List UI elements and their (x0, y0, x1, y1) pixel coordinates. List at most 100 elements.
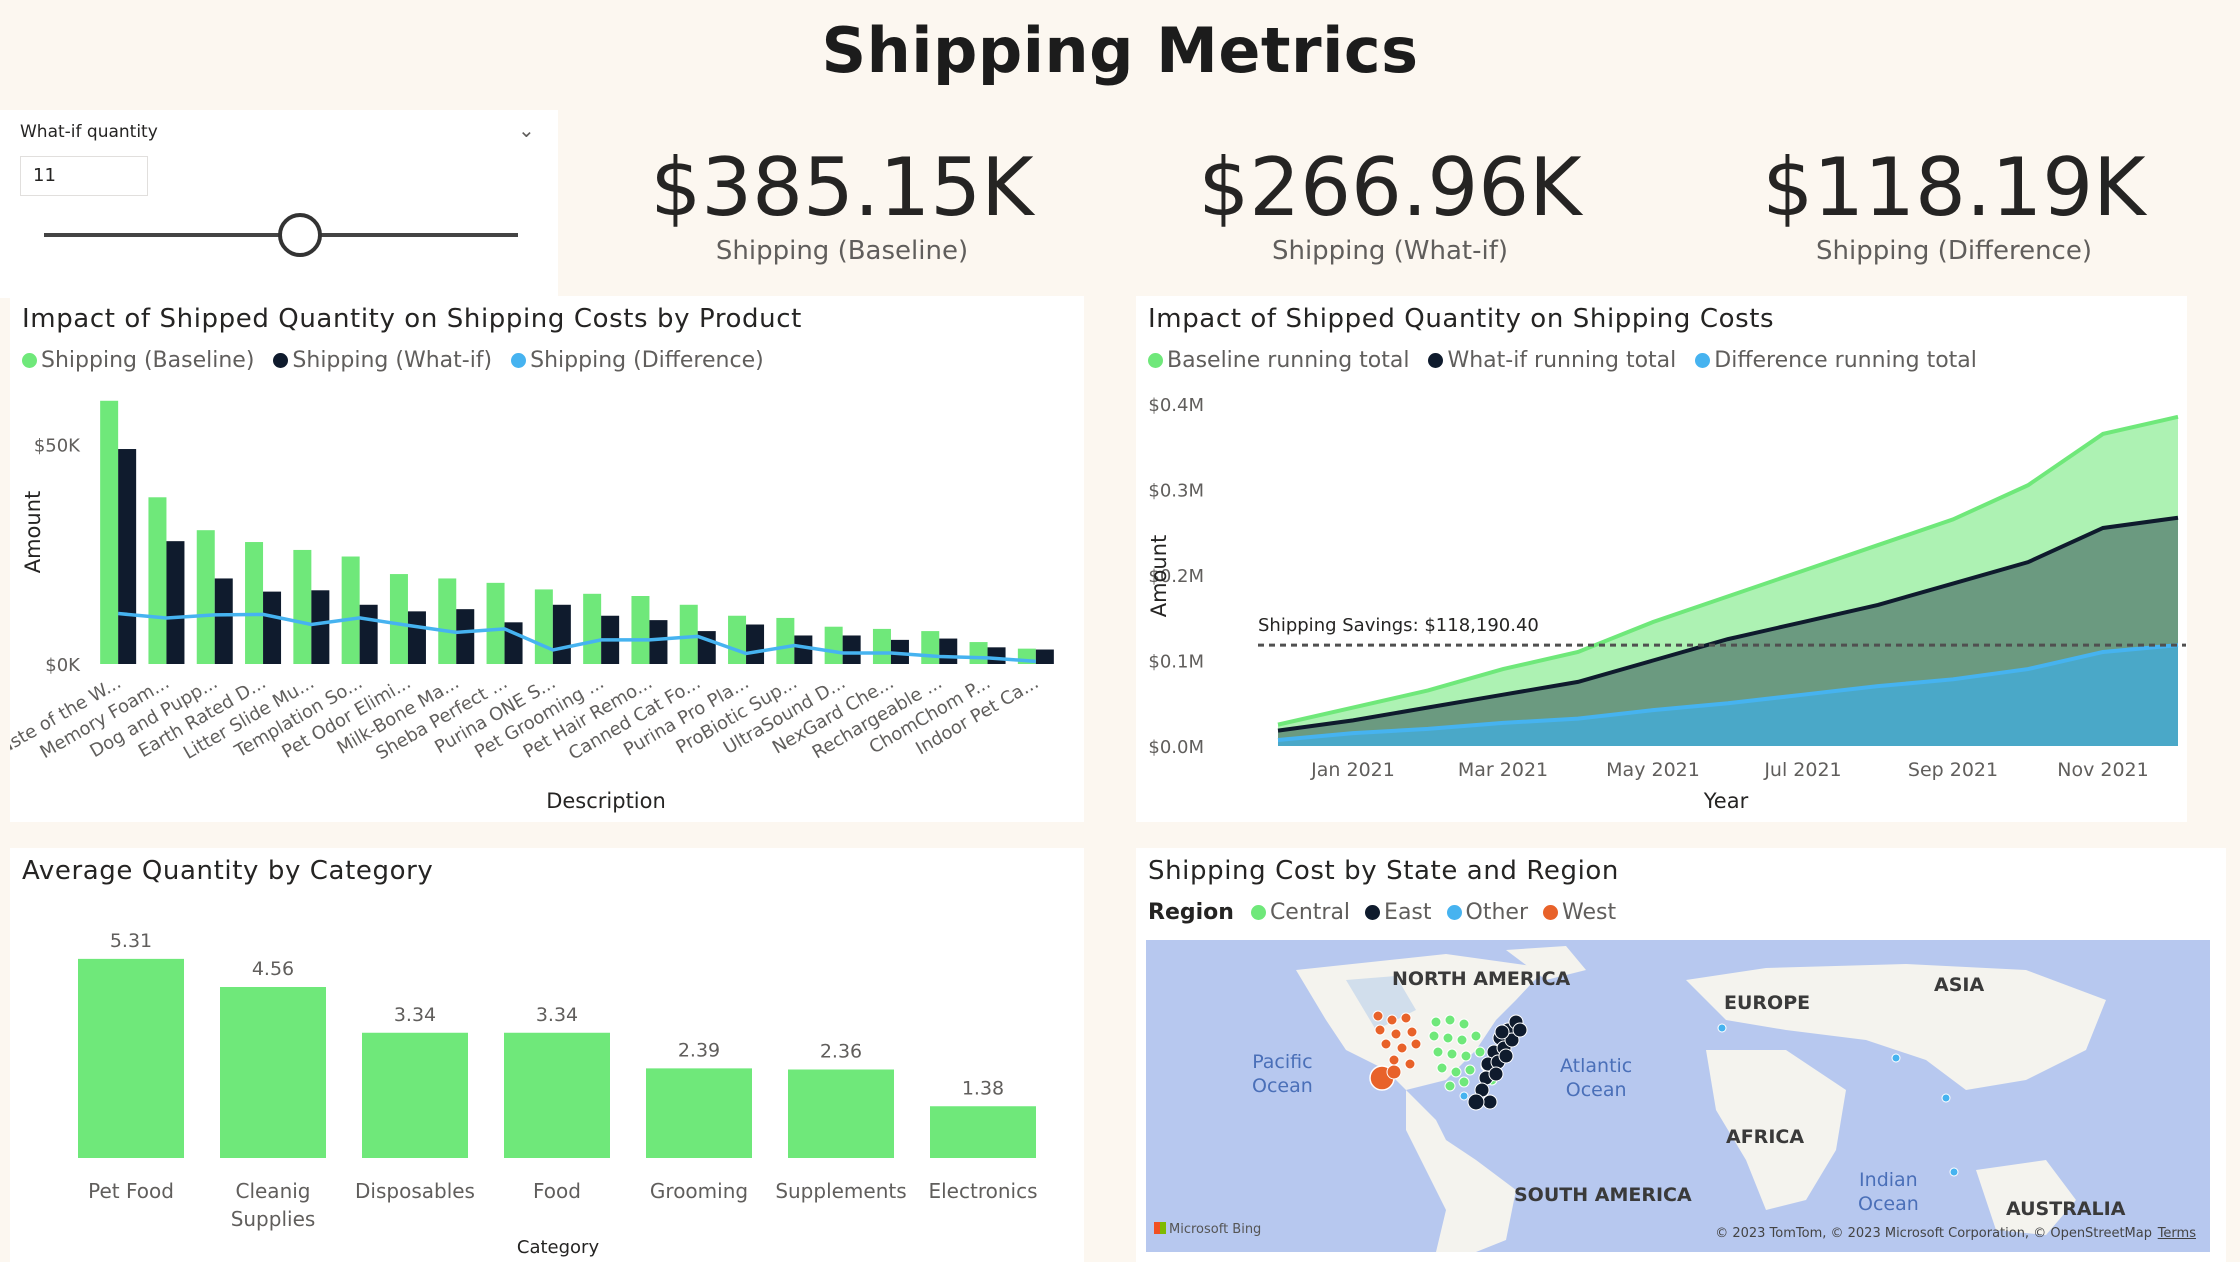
map-marker-east (1498, 1048, 1514, 1064)
running-total-area-chart: $0.0M $0.1M $0.2M $0.3M $0.4M Amount Shipping … (1147, 395, 2186, 813)
category-bar-chart: 5.31 Pet Food 4.56 Cleanig Supplies 3.34 Dispo… (78, 930, 1038, 1258)
chevron-down-icon[interactable]: ⌄ (518, 118, 535, 142)
world-map[interactable]: NORTH AMERICA EUROPE ASIA AFRICA SOUTH A… (1146, 940, 2210, 1252)
legend-label: Difference running total (1714, 348, 1977, 373)
microsoft-logo-icon (1154, 1222, 1166, 1234)
legend-item[interactable]: Shipping (Difference) (511, 348, 764, 373)
map-marker-west (1380, 1038, 1392, 1050)
bar-what-if (939, 638, 958, 664)
x-tick-label: Pet Food (88, 1179, 174, 1203)
chart-title: Shipping Cost by State and Region (1148, 856, 1619, 886)
bar-what-if (359, 604, 378, 664)
bar-baseline (679, 604, 698, 664)
legend-item[interactable]: Other (1446, 900, 1528, 925)
map-label-africa: AFRICA (1726, 1126, 1805, 1148)
bar-baseline (389, 574, 408, 664)
slider-handle[interactable] (277, 213, 322, 257)
legend-item[interactable]: Difference running total (1695, 348, 1977, 373)
kpi-value: $385.15K (650, 141, 1034, 234)
map-marker-west (1386, 1064, 1402, 1080)
legend-item[interactable]: Central (1250, 900, 1351, 925)
bing-label: Microsoft Bing (1169, 1222, 1262, 1237)
map-label-pacific-ocean: Pacific Ocean (1252, 1050, 1313, 1098)
map-marker-other (1949, 1167, 1959, 1177)
map-marker-east (1488, 1066, 1504, 1082)
map-marker-central (1446, 1048, 1458, 1060)
kpi-card-baseline: $385.15K Shipping (Baseline) (582, 140, 1102, 266)
x-tick-label: Electronics (928, 1179, 1037, 1203)
y-tick-label: $0.2M (1148, 566, 1204, 587)
bar-baseline (196, 530, 215, 664)
legend-item[interactable]: Shipping (What-if) (273, 348, 492, 373)
map-marker-other (1717, 1023, 1727, 1033)
ocean-label: Ocean (1565, 1079, 1627, 1101)
ocean-label: Ocean (1252, 1075, 1313, 1097)
legend-item[interactable]: Shipping (Baseline) (22, 348, 254, 373)
bar-what-if (1035, 649, 1054, 664)
what-if-quantity-input[interactable]: 11 (20, 156, 148, 196)
x-tick-label: Cleanig (235, 1179, 310, 1203)
legend-label: Baseline running total (1167, 348, 1410, 373)
bar-what-if (214, 578, 233, 664)
map-label-asia: ASIA (1934, 974, 1985, 996)
legend-label: East (1384, 900, 1432, 925)
legend-item[interactable]: What-if running total (1428, 348, 1676, 373)
map-marker-central (1444, 1080, 1456, 1092)
bar-what-if (263, 591, 282, 664)
map-label-indian-ocean: Indian Ocean (1858, 1168, 1919, 1216)
bar-baseline (583, 593, 602, 664)
bar-what-if (552, 604, 571, 664)
kpi-label: Shipping (Difference) (1815, 236, 2092, 266)
chart-title: Impact of Shipped Quantity on Shipping C… (22, 304, 802, 334)
map-legend: Region Central East Other West (1148, 900, 1624, 925)
data-label: 3.34 (394, 1004, 436, 1026)
bar-baseline (293, 549, 312, 664)
bar-baseline (872, 628, 891, 664)
legend-dot-icon (511, 353, 527, 368)
what-if-slicer: What-if quantity ⌄ 11 (0, 110, 558, 298)
legend-dot-icon (1250, 905, 1266, 920)
line-difference (117, 611, 1036, 664)
map-marker-west (1388, 1054, 1400, 1066)
map-marker-east (1482, 1094, 1498, 1110)
map-terms-link[interactable]: Terms (2157, 1226, 2196, 1241)
map-marker-central (1458, 1018, 1470, 1030)
chart-title: Average Quantity by Category (22, 856, 434, 886)
legend-item[interactable]: West (1543, 900, 1616, 925)
ocean-label: Indian (1859, 1169, 1918, 1191)
terrain-shade (1346, 976, 1416, 1030)
ocean-label: Pacific (1252, 1051, 1313, 1073)
line-difference (1277, 643, 2179, 743)
landmass (1296, 946, 2106, 1252)
legend-label: Central (1269, 900, 1351, 925)
x-tick-label: Disposables (355, 1179, 475, 1203)
map-marker-west (1410, 1038, 1422, 1050)
x-axis-title: Year (1703, 789, 1749, 813)
map-marker-other (1891, 1053, 1901, 1063)
legend-label: What-if running total (1447, 348, 1677, 373)
category-bar (504, 1032, 610, 1158)
category-bar (646, 1068, 752, 1158)
map-label-south-america: SOUTH AMERICA (1514, 1184, 1692, 1206)
x-axis-title: Description (546, 789, 666, 813)
map-marker-central (1432, 1046, 1444, 1058)
kpi-value: $266.96K (1198, 141, 1582, 234)
x-tick-label: Food (533, 1179, 581, 1203)
legend-item[interactable]: Baseline running total (1148, 348, 1409, 373)
bar-what-if (118, 449, 137, 664)
map-marker-central (1470, 1030, 1482, 1042)
legend-dot-icon (1148, 353, 1163, 368)
category-chart-panel: Average Quantity by Category 5.31 Pet Foo… (10, 848, 1084, 1262)
bar-what-if (166, 541, 185, 664)
legend-item[interactable]: East (1365, 900, 1432, 925)
legend-dot-icon (22, 353, 37, 368)
map-marker-east (1467, 1093, 1485, 1111)
map-marker-east (1512, 1022, 1528, 1038)
bar-baseline (148, 497, 167, 664)
category-bar (930, 1106, 1036, 1158)
bar-what-if (456, 609, 475, 664)
map-marker-central (1474, 1046, 1486, 1058)
map-marker-east (1504, 1032, 1520, 1048)
x-tick-label: Grooming (650, 1179, 748, 1203)
reference-line-label: Shipping Savings: $118,190.40 (1258, 615, 1539, 636)
